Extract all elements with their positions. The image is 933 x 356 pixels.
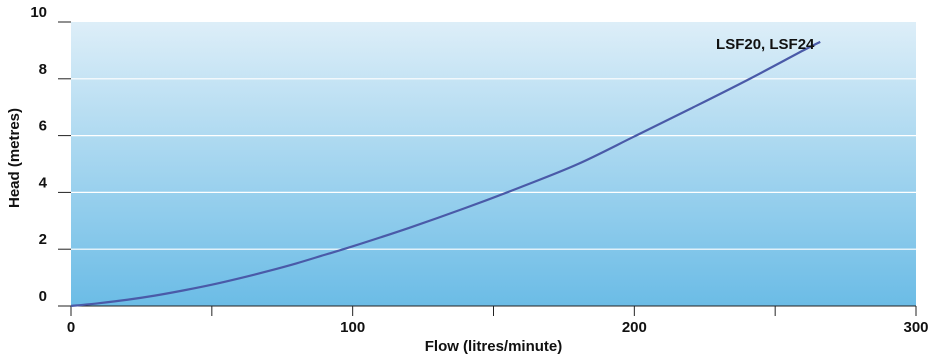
y-axis-label: Head (metres) <box>6 108 23 208</box>
x-tick-label-0: 0 <box>67 319 75 336</box>
gridlines <box>71 78 916 250</box>
x-axis-label: Flow (litres/minute) <box>425 338 563 355</box>
y-tick-label-4: 4 <box>39 174 48 191</box>
series-line-0 <box>70 40 821 308</box>
y-tick-label-6: 6 <box>39 118 47 135</box>
x-tick-label-200: 200 <box>622 319 647 336</box>
y-tick-label-0: 0 <box>39 288 47 305</box>
y-tick-label-2: 2 <box>39 231 47 248</box>
series-label-0: LSF20, LSF24 <box>716 36 815 53</box>
x-tick-label-300: 300 <box>903 319 928 336</box>
series: LSF20, LSF24 <box>70 36 821 308</box>
x-tick-label-100: 100 <box>340 319 365 336</box>
axes <box>58 21 917 316</box>
y-tick-label-10: 10 <box>30 4 47 21</box>
plot-background <box>71 22 916 306</box>
y-tick-label-8: 8 <box>39 61 47 78</box>
